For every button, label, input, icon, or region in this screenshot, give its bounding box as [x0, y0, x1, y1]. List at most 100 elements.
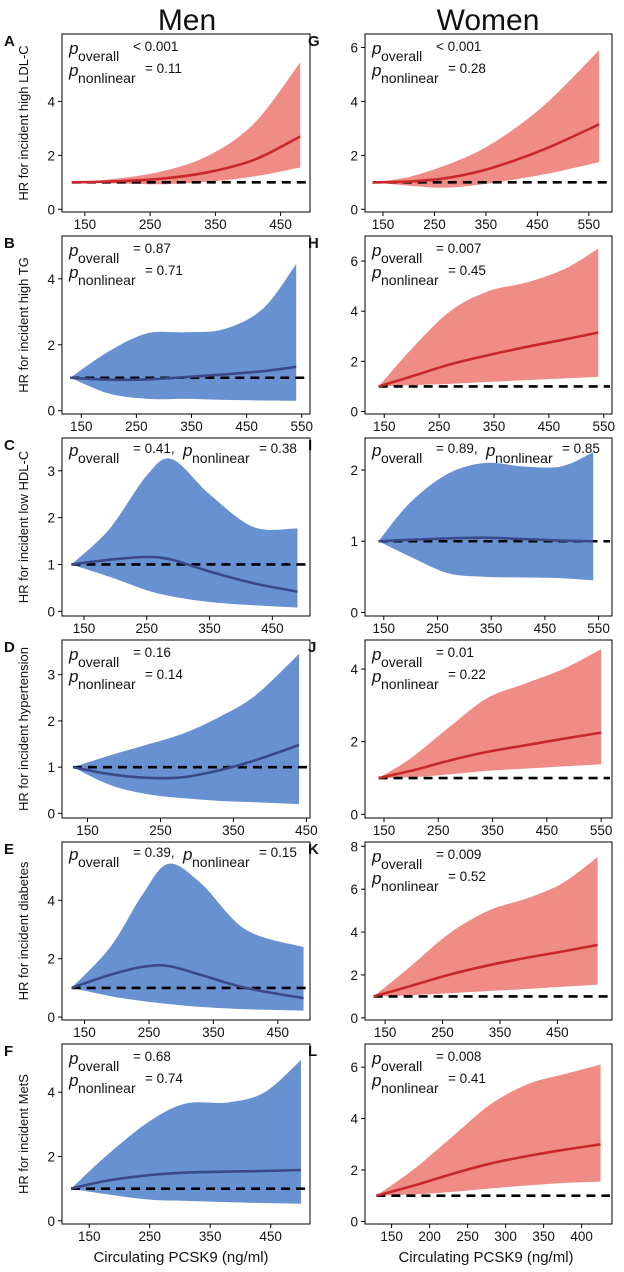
y-tick-label: 4: [47, 893, 55, 908]
plot-frame-f: [61, 1043, 311, 1225]
hr-curve-i: [378, 536, 594, 543]
y-tick-label: 4: [350, 662, 358, 677]
x-tick-label: 250: [428, 419, 451, 434]
panel-c: CHR for incident low HDL-C 150 250 350 450 0 1…: [4, 437, 311, 636]
y-tick-label: 6: [350, 254, 358, 269]
y-tick-label: 2: [47, 1150, 55, 1165]
x-tick-label: 150: [374, 1025, 397, 1040]
p-symbol-overall-c: p: [68, 441, 78, 460]
panel-letter-j: J: [308, 639, 316, 656]
y-tick-label: 0: [350, 202, 358, 217]
x-tick-label: 250: [426, 621, 449, 636]
panel-g: G 150 250 350 450 550 0 2 4 6 p overall < 0.001 p nonl…: [308, 33, 613, 232]
panel-k: K 150 250 350 450 0 2 4 6 8p overall = 0.009 p nonlin…: [308, 839, 613, 1040]
y-tick-label: 4: [47, 272, 55, 287]
p-symbol-overall-g: p: [371, 39, 381, 58]
p-value-nonlinear-f: = 0.74: [145, 1071, 183, 1086]
p-symbol-overall-j: p: [371, 645, 381, 664]
y-tick-label: 0: [350, 404, 358, 419]
y-tick-label: 0: [47, 1214, 55, 1229]
x-tick-label: 450: [261, 621, 284, 636]
x-tick-label: 200: [418, 1229, 441, 1244]
p-subscript-nonlinear-g: nonlinear: [381, 70, 439, 86]
p-subscript-overall-d: overall: [78, 654, 119, 670]
y-tick-label: 0: [47, 202, 55, 217]
x-tick-label: 150: [380, 1229, 403, 1244]
panel-d: D HR for incident hypertension 150 250 350 45…: [4, 639, 318, 838]
p-subscript-overall-l: overall: [381, 1058, 422, 1074]
hr-curve-d: [72, 743, 300, 780]
hr-curve-b: [70, 365, 297, 382]
y-axis-label-f: HR for incident MetS: [16, 1074, 31, 1194]
x-tick-label: 250: [456, 1229, 479, 1244]
x-tick-label: 450: [534, 621, 557, 636]
y-tick-label: 2: [350, 354, 358, 369]
y-tick-label: 3: [47, 464, 55, 479]
x-tick-label: 550: [578, 217, 601, 232]
p-subscript-overall-g: overall: [381, 48, 422, 64]
x-tick-label: 450: [267, 1025, 290, 1040]
p-symbol-nonlinear-f: p: [68, 1071, 78, 1090]
x-tick-label: 150: [76, 823, 99, 838]
y-tick-label: 3: [47, 668, 55, 683]
y-tick-label: 8: [350, 839, 358, 854]
x-tick-label: 350: [483, 419, 506, 434]
p-value-nonlinear-a: = 0.11: [145, 61, 182, 76]
p-value-overall-d: = 0.16: [133, 645, 171, 660]
x-tick-label: 350: [204, 217, 227, 232]
p-symbol-nonlinear-c: p: [182, 441, 192, 460]
p-symbol-overall-l: p: [371, 1049, 381, 1068]
p-value-overall-a: < 0.001: [133, 39, 178, 54]
x-tick-label: 250: [125, 419, 148, 434]
p-subscript-nonlinear-f: nonlinear: [78, 1080, 136, 1096]
p-subscript-overall-h: overall: [381, 250, 422, 266]
ci-band-l: [376, 1064, 601, 1196]
panel-letter-c: C: [4, 437, 15, 454]
x-axis-label-men: Circulating PCSK9 (ng/ml): [93, 1249, 268, 1266]
panel-e: EHR for incident diabetes 150 250 350 450 0 2 4…: [4, 841, 311, 1040]
p-symbol-overall-f: p: [68, 1049, 78, 1068]
x-tick-label: 350: [198, 621, 221, 636]
y-tick-label: 6: [350, 882, 358, 897]
y-tick-label: 4: [350, 94, 358, 109]
p-subscript-nonlinear-d: nonlinear: [78, 676, 136, 692]
plot-frame-e: [61, 841, 311, 1021]
y-tick-label: 2: [47, 338, 55, 353]
y-tick-label: 6: [350, 40, 358, 55]
x-tick-label: 150: [373, 823, 396, 838]
panel-letter-i: I: [308, 437, 312, 454]
x-axis-label-women: Circulating PCSK9 (ng/ml): [398, 1249, 573, 1266]
p-value-overall-g: < 0.001: [436, 39, 481, 54]
x-tick-label: 250: [135, 621, 158, 636]
panel-j: J 150 250 350 450 550 0 2 4p overall = 0.01 p nonlin…: [308, 639, 613, 838]
column-title-men: Men: [158, 4, 216, 37]
p-symbol-nonlinear-a: p: [68, 61, 78, 80]
hr-curve-h: [378, 331, 599, 388]
p-symbol-nonlinear-e: p: [182, 845, 192, 864]
p-symbol-overall-b: p: [68, 241, 78, 260]
y-tick-label: 2: [350, 1163, 358, 1178]
hr-curve-l: [376, 1143, 601, 1197]
p-value-overall-l: = 0.008: [436, 1049, 481, 1064]
x-tick-label: 150: [78, 1229, 101, 1244]
plot-frame-h: [364, 235, 613, 415]
p-symbol-nonlinear-d: p: [68, 667, 78, 686]
ci-band-g: [372, 50, 600, 188]
panel-letter-d: D: [4, 639, 15, 656]
p-value-overall-j: = 0.01: [436, 645, 474, 660]
p-symbol-nonlinear-k: p: [371, 869, 381, 888]
x-tick-label: 550: [587, 621, 610, 636]
panel-l: L 150 200 250 300 350 400 0 2 4 6 p overall = 0.008 p n…: [308, 1043, 613, 1244]
p-symbol-overall-e: p: [68, 845, 78, 864]
y-axis-label-a: HR for incident high LDL-C: [16, 45, 31, 200]
panel-letter-k: K: [308, 841, 319, 858]
p-subscript-nonlinear-b: nonlinear: [78, 272, 136, 288]
panel-letter-e: E: [4, 841, 14, 858]
x-tick-label: 150: [373, 621, 396, 636]
x-tick-label: 350: [532, 1229, 555, 1244]
p-value-nonlinear-j: = 0.22: [448, 667, 486, 682]
panel-letter-g: G: [308, 33, 320, 50]
y-tick-label: 2: [47, 714, 55, 729]
x-tick-label: 400: [570, 1229, 593, 1244]
